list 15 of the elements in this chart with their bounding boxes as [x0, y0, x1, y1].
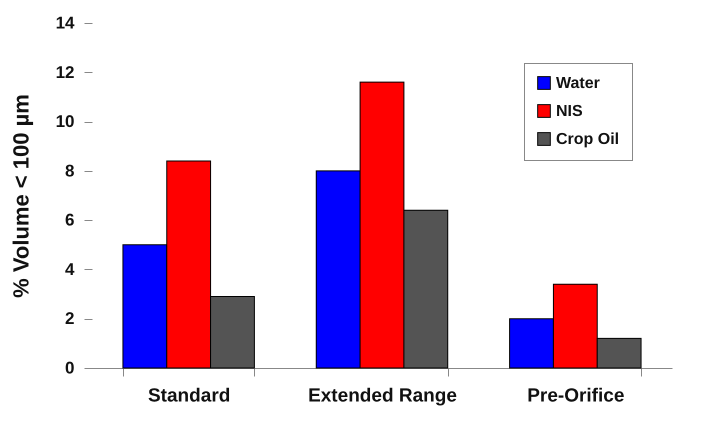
legend-label: Water	[556, 75, 600, 92]
y-tick-label: 0	[65, 358, 74, 378]
y-axis-title: % Volume < 100 µm	[8, 94, 34, 298]
x-tick-label: Standard	[148, 386, 230, 406]
y-tick-label: 8	[65, 161, 74, 180]
y-tick-label: 12	[56, 62, 74, 82]
legend-label: NIS	[556, 103, 583, 120]
y-tick-label: 4	[65, 260, 76, 279]
y-tick-label: 6	[65, 210, 74, 230]
x-tick-label: Pre-Orifice	[527, 386, 624, 406]
y-tick-label: 2	[65, 309, 74, 328]
y-tick-label: 14	[56, 14, 76, 32]
legend-label: Crop Oil	[556, 131, 620, 148]
x-tick-label: Extended Range	[308, 386, 457, 406]
y-tick-label: 10	[56, 112, 74, 132]
